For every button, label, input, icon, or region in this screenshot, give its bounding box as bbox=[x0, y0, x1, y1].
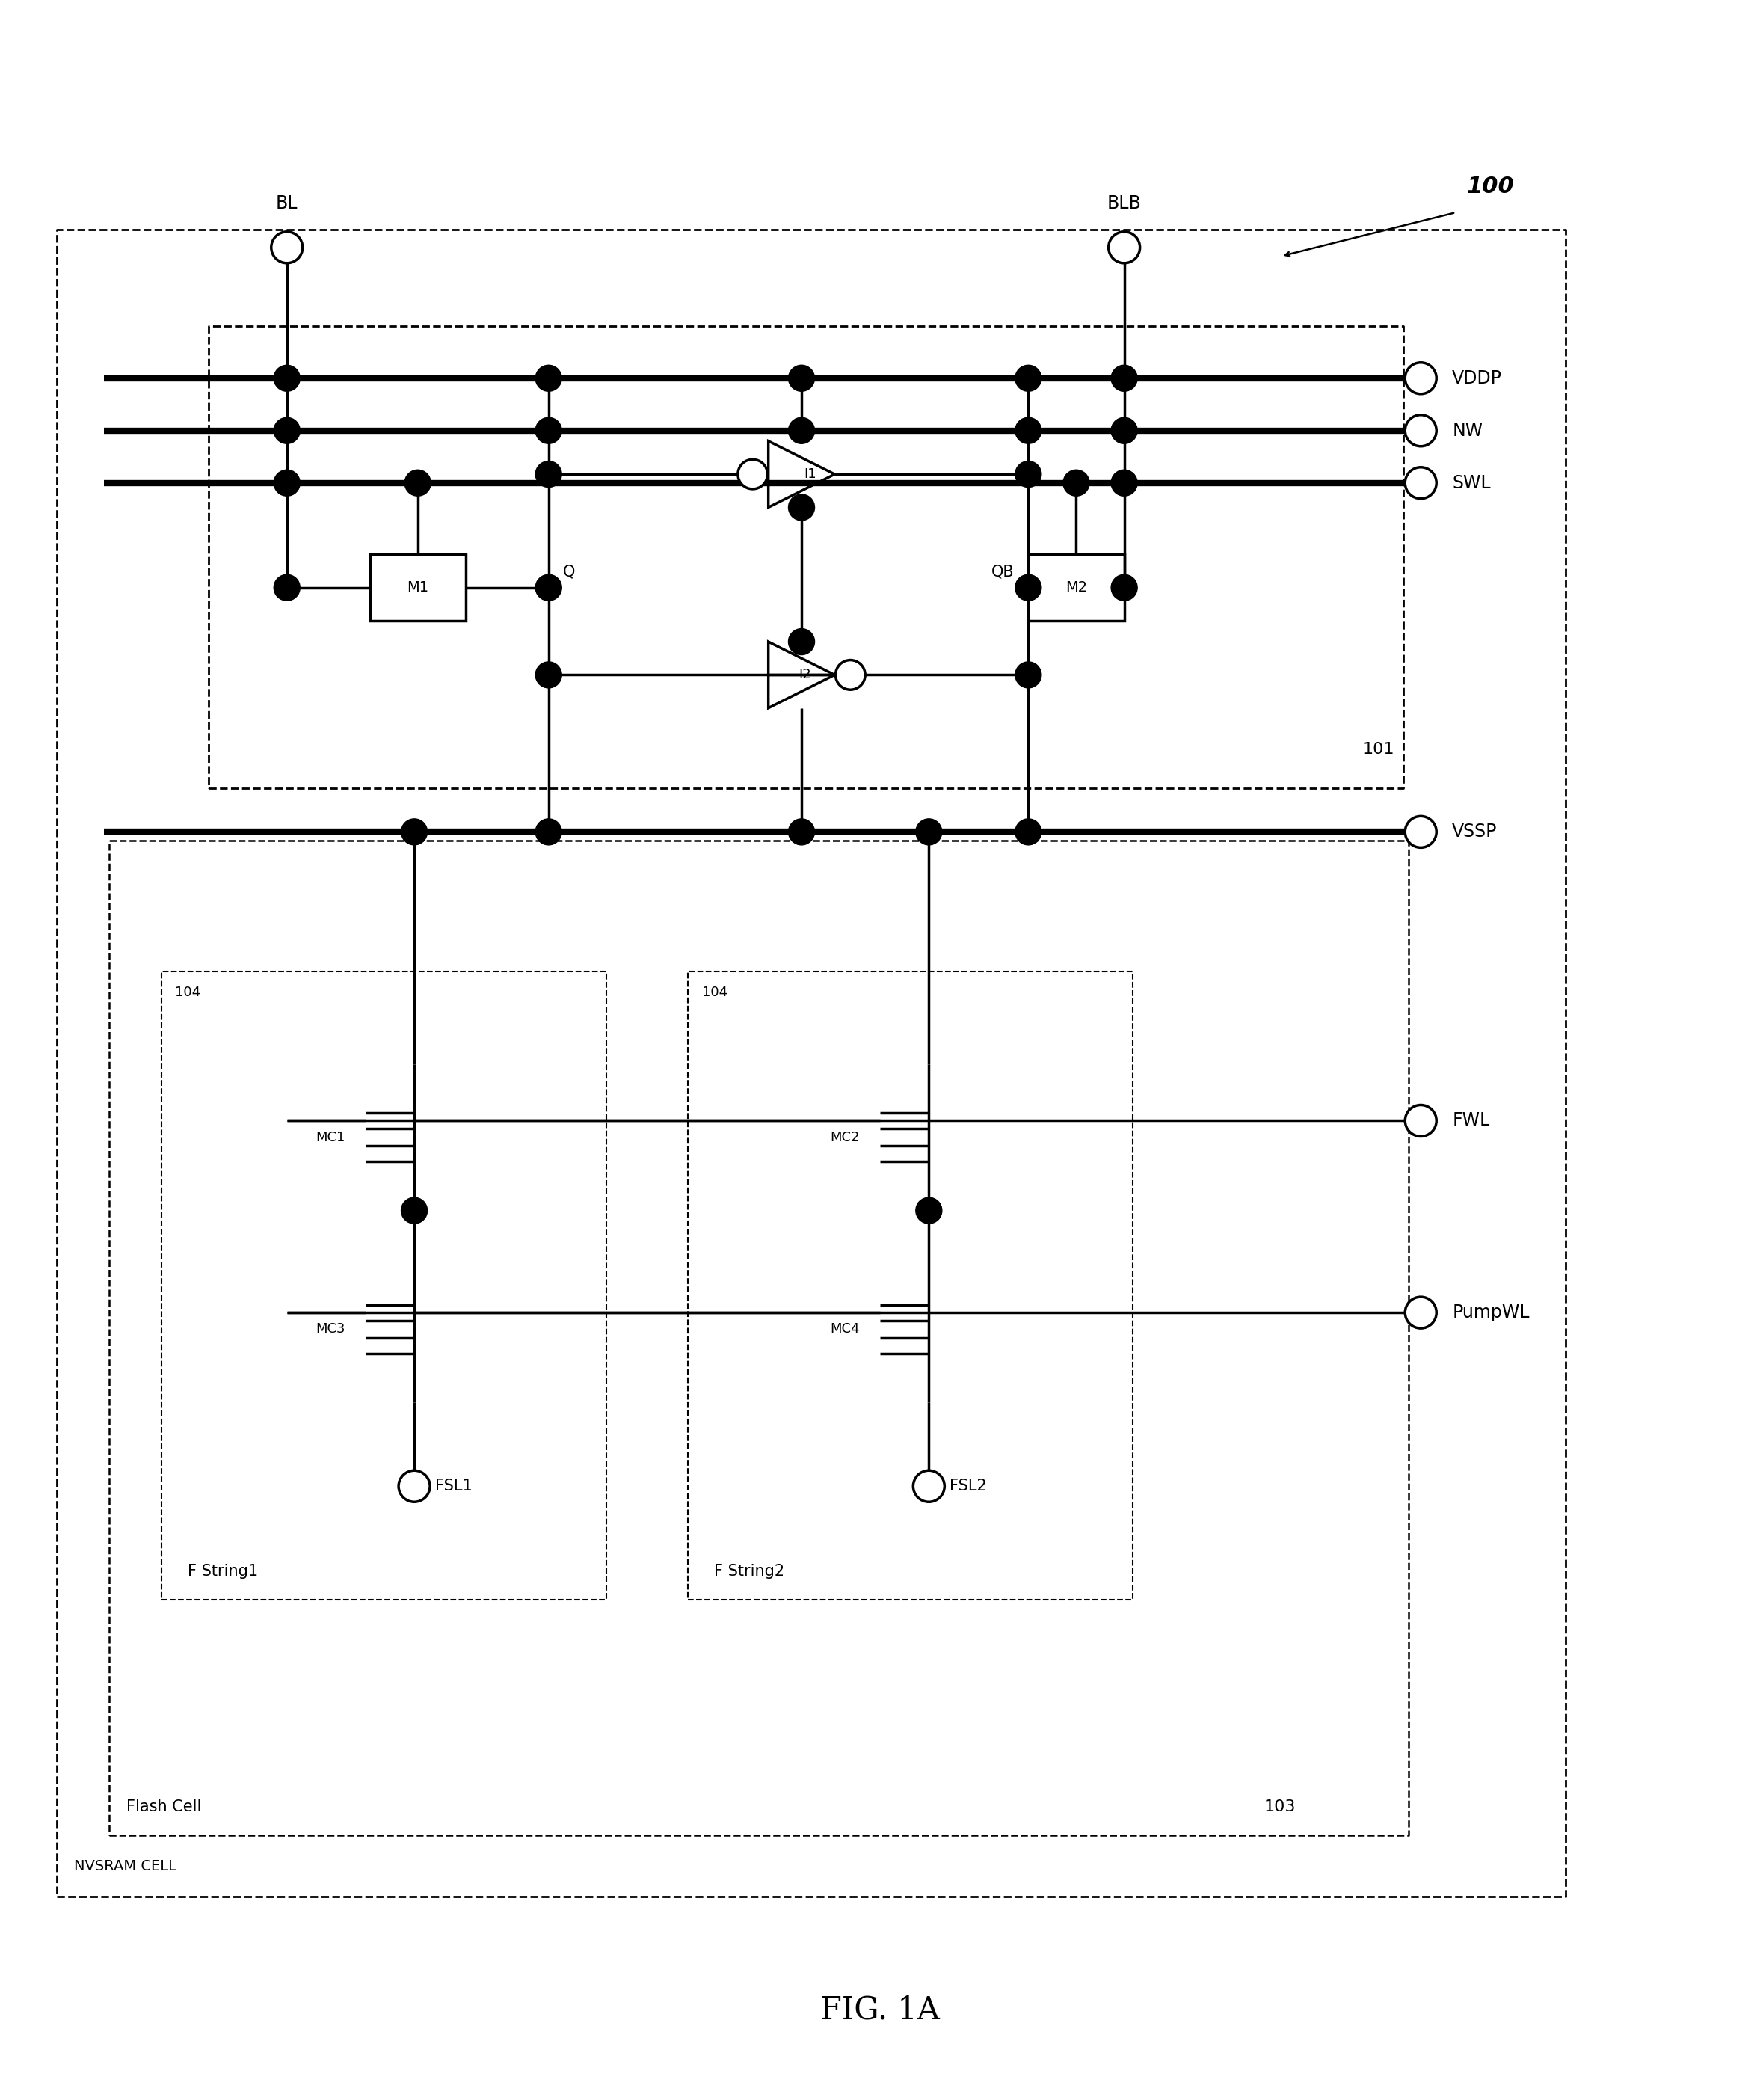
Text: BL: BL bbox=[276, 195, 297, 212]
Circle shape bbox=[401, 819, 428, 844]
Circle shape bbox=[1404, 1298, 1436, 1329]
Circle shape bbox=[271, 231, 303, 262]
Text: MC4: MC4 bbox=[831, 1323, 861, 1336]
Text: VDDP: VDDP bbox=[1452, 370, 1501, 386]
Circle shape bbox=[1404, 416, 1436, 447]
Circle shape bbox=[1016, 819, 1042, 844]
Circle shape bbox=[1404, 1105, 1436, 1136]
Text: NVSRAM CELL: NVSRAM CELL bbox=[74, 1858, 176, 1873]
Text: FSL2: FSL2 bbox=[950, 1478, 987, 1493]
Circle shape bbox=[275, 470, 299, 496]
Circle shape bbox=[535, 418, 561, 443]
Circle shape bbox=[788, 418, 815, 443]
Circle shape bbox=[915, 819, 942, 844]
Text: MC1: MC1 bbox=[315, 1130, 345, 1144]
Text: MC2: MC2 bbox=[831, 1130, 861, 1144]
Text: FIG. 1A: FIG. 1A bbox=[820, 1993, 940, 2024]
Circle shape bbox=[1016, 662, 1042, 689]
Circle shape bbox=[913, 1470, 945, 1502]
Circle shape bbox=[915, 1197, 942, 1224]
Text: NW: NW bbox=[1452, 422, 1484, 439]
Circle shape bbox=[1404, 466, 1436, 498]
Text: VSSP: VSSP bbox=[1452, 823, 1498, 840]
Circle shape bbox=[788, 365, 815, 391]
Text: M1: M1 bbox=[407, 580, 429, 594]
Text: 103: 103 bbox=[1264, 1800, 1295, 1814]
Circle shape bbox=[836, 659, 866, 689]
Circle shape bbox=[1111, 418, 1137, 443]
Circle shape bbox=[535, 365, 561, 391]
Circle shape bbox=[1063, 470, 1089, 496]
Circle shape bbox=[535, 575, 561, 601]
Circle shape bbox=[398, 1470, 429, 1502]
Circle shape bbox=[405, 470, 431, 496]
Circle shape bbox=[275, 365, 299, 391]
Text: FSL1: FSL1 bbox=[435, 1478, 472, 1493]
Circle shape bbox=[788, 494, 815, 521]
Circle shape bbox=[1404, 363, 1436, 395]
Circle shape bbox=[1016, 462, 1042, 487]
Bar bbox=[370, 554, 466, 622]
Text: PumpWL: PumpWL bbox=[1452, 1304, 1529, 1321]
Circle shape bbox=[737, 460, 767, 489]
Text: 104: 104 bbox=[176, 985, 201, 1000]
Circle shape bbox=[1016, 365, 1042, 391]
Text: 100: 100 bbox=[1466, 176, 1514, 197]
Bar bbox=[1028, 554, 1125, 622]
Circle shape bbox=[535, 819, 561, 844]
Text: Flash Cell: Flash Cell bbox=[127, 1800, 201, 1814]
Circle shape bbox=[788, 819, 815, 844]
Text: F String1: F String1 bbox=[188, 1564, 259, 1579]
Circle shape bbox=[1109, 231, 1140, 262]
Text: SWL: SWL bbox=[1452, 475, 1491, 491]
Circle shape bbox=[1016, 575, 1042, 601]
Circle shape bbox=[788, 628, 815, 655]
Text: BLB: BLB bbox=[1107, 195, 1140, 212]
Text: M2: M2 bbox=[1065, 580, 1088, 594]
Text: QB: QB bbox=[991, 565, 1014, 580]
Text: 101: 101 bbox=[1362, 741, 1394, 756]
Circle shape bbox=[275, 575, 299, 601]
Circle shape bbox=[1111, 365, 1137, 391]
Text: F String2: F String2 bbox=[715, 1564, 785, 1579]
Circle shape bbox=[401, 1197, 428, 1224]
Text: 104: 104 bbox=[702, 985, 727, 1000]
Text: I2: I2 bbox=[799, 668, 811, 682]
Circle shape bbox=[535, 662, 561, 689]
Circle shape bbox=[1111, 575, 1137, 601]
Text: MC3: MC3 bbox=[315, 1323, 345, 1336]
Circle shape bbox=[1404, 817, 1436, 848]
Circle shape bbox=[1016, 418, 1042, 443]
Circle shape bbox=[1111, 470, 1137, 496]
Text: Q: Q bbox=[563, 565, 576, 580]
Text: FWL: FWL bbox=[1452, 1111, 1489, 1130]
Text: I1: I1 bbox=[804, 468, 817, 481]
Circle shape bbox=[275, 418, 299, 443]
Circle shape bbox=[535, 462, 561, 487]
